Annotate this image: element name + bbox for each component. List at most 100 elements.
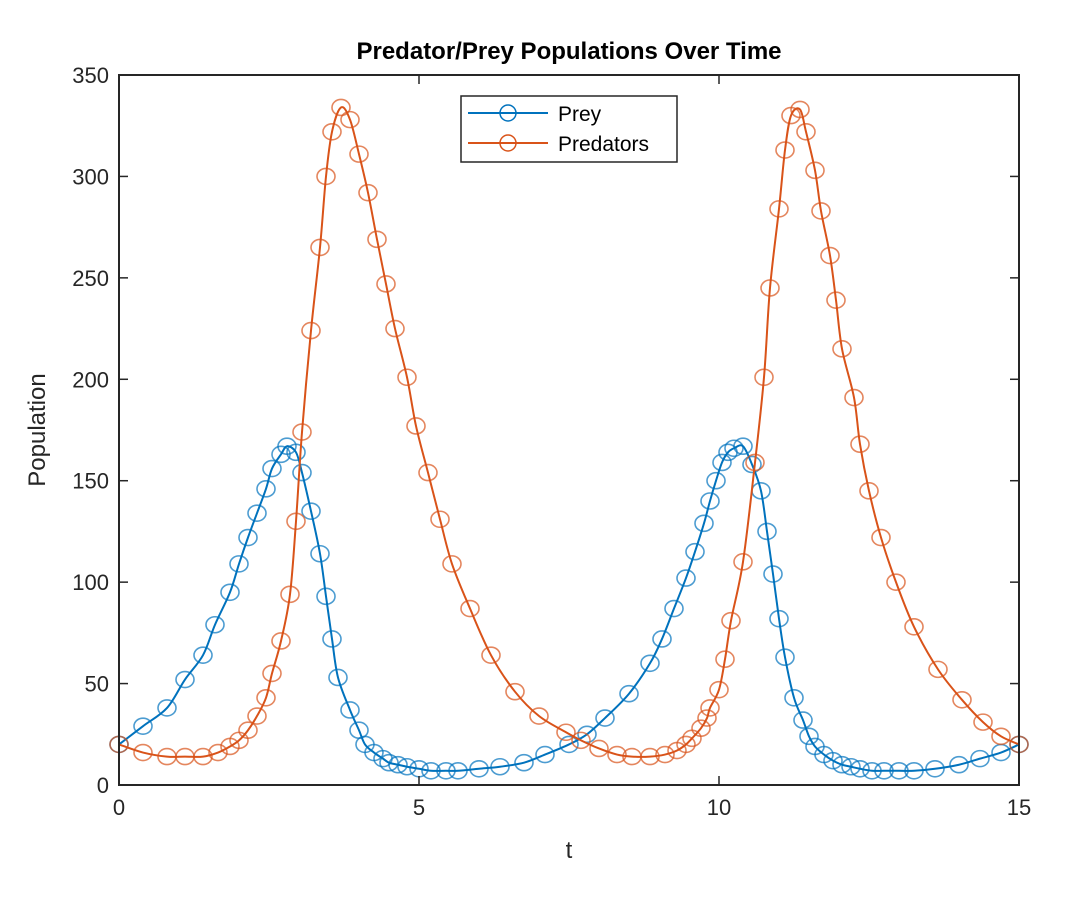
data-point-prey (862, 761, 882, 780)
data-point-prey (133, 717, 153, 735)
data-point-predators (340, 110, 360, 129)
data-point-prey (904, 761, 924, 780)
data-point-predators (850, 435, 870, 454)
data-point-predators (367, 230, 387, 249)
data-point-predators (316, 167, 336, 186)
data-point-predators (775, 141, 795, 159)
data-point-predators (886, 573, 906, 591)
data-point-predators (385, 319, 405, 338)
data-point-predators (820, 246, 840, 265)
data-point-prey (436, 761, 456, 780)
data-point-prey (514, 753, 534, 772)
data-point-predators (406, 417, 426, 435)
data-point-predators (256, 688, 276, 707)
plot-area (109, 98, 1029, 780)
data-point-predators (571, 731, 591, 750)
y-tick-label: 50 (85, 672, 109, 697)
data-point-predators (358, 183, 378, 202)
data-point-predators (607, 745, 627, 764)
data-point-prey (700, 492, 720, 510)
data-point-prey (559, 735, 579, 754)
data-point-prey (685, 542, 705, 561)
data-point-prey (799, 727, 819, 746)
data-point-prey (397, 757, 417, 776)
data-point-prey (175, 670, 195, 689)
data-point-prey (850, 759, 870, 778)
data-point-prey (769, 609, 789, 628)
data-point-prey (970, 749, 990, 768)
data-point-prey (595, 709, 615, 727)
data-point-prey (262, 459, 282, 478)
legend-marker-predators (499, 134, 517, 152)
data-point-predators (280, 585, 300, 604)
data-point-predators (460, 599, 480, 618)
data-point-prey (841, 757, 861, 776)
x-tick-label: 15 (1007, 795, 1031, 820)
data-point-predators (529, 707, 549, 725)
data-point-prey (340, 701, 360, 719)
data-point-prey (793, 711, 813, 729)
data-point-prey (724, 439, 744, 458)
data-point-predators (133, 743, 153, 762)
data-point-prey (619, 684, 639, 703)
x-tick-label: 10 (707, 795, 731, 820)
data-point-prey (157, 699, 177, 717)
data-point-prey (925, 759, 945, 778)
data-point-predators (790, 100, 810, 119)
data-point-predators (193, 747, 213, 766)
data-point-predators (754, 368, 774, 387)
data-point-predators (322, 123, 342, 141)
data-point-predators (292, 423, 312, 441)
data-point-prey (316, 587, 336, 606)
data-point-predators (481, 646, 501, 664)
x-axis-label: t (566, 837, 573, 864)
data-point-prey (706, 471, 726, 490)
data-point-predators (238, 721, 258, 740)
data-point-predators (973, 713, 993, 731)
legend-label-prey: Prey (558, 103, 602, 126)
data-point-prey (640, 654, 660, 673)
data-point-predators (376, 275, 396, 293)
data-point-prey (238, 528, 258, 547)
data-point-predators (844, 388, 864, 407)
data-point-predators (676, 735, 696, 754)
data-point-predators (697, 709, 717, 727)
y-tick-label: 250 (72, 266, 109, 291)
data-point-prey (949, 755, 969, 774)
legend[interactable]: Prey Predators (460, 95, 678, 163)
data-point-predators (442, 555, 462, 573)
data-point-predators (208, 743, 228, 762)
data-point-prey (832, 755, 852, 774)
data-point-predators (952, 690, 972, 709)
data-point-predators (796, 123, 816, 141)
data-point-predators (655, 745, 675, 764)
data-point-prey (292, 463, 312, 482)
data-point-prey (757, 522, 777, 541)
data-point-prey (205, 615, 225, 634)
data-point-predators (715, 650, 735, 669)
data-point-prey (664, 599, 684, 618)
data-point-prey (379, 753, 399, 772)
data-point-prey (763, 565, 783, 583)
y-axis-label: Population (24, 373, 51, 486)
axes-box (118, 74, 1020, 786)
data-point-predators (331, 98, 351, 117)
data-point-prey (652, 630, 672, 648)
data-point-predators (430, 510, 450, 529)
data-point-prey (310, 544, 330, 563)
chart-title: Predator/Prey Populations Over Time (356, 38, 781, 65)
data-point-prey (733, 437, 753, 456)
data-point-prey (694, 514, 714, 533)
data-point-predators (301, 321, 321, 340)
x-tick-label: 0 (113, 795, 125, 820)
data-point-prey (469, 759, 489, 778)
data-point-predators (760, 279, 780, 297)
data-point-prey (823, 751, 843, 770)
data-point-predators (871, 528, 891, 547)
data-point-predators (247, 707, 267, 725)
data-point-predators (832, 340, 852, 358)
data-point-prey (784, 688, 804, 707)
data-point-prey (193, 646, 213, 664)
y-tick-label: 0 (97, 773, 109, 798)
